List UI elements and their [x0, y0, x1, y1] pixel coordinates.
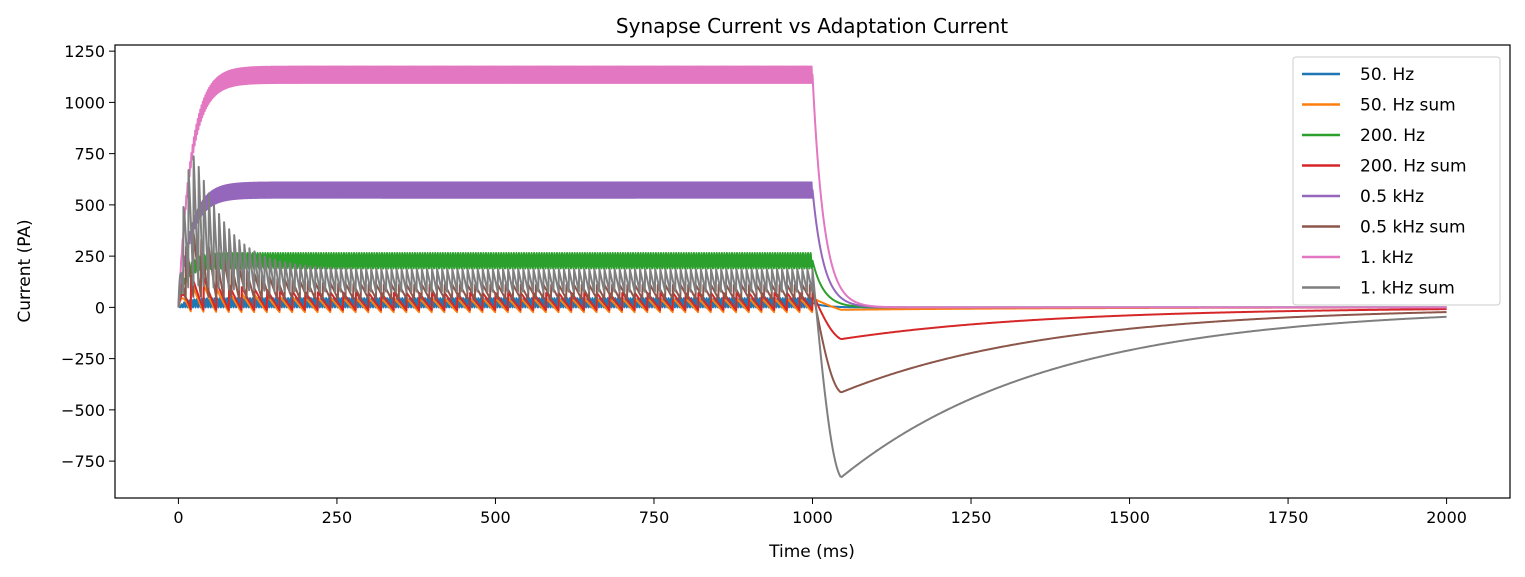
- x-tick-label: 500: [480, 508, 511, 527]
- series-line-6: [177, 65, 1447, 309]
- y-tick-label: 1250: [64, 42, 105, 61]
- x-axis-label: Time (ms): [768, 542, 855, 562]
- y-axis-label: Current (PA): [15, 219, 35, 322]
- legend-label: 200. Hz: [1360, 126, 1425, 146]
- y-tick-label: 0: [95, 298, 105, 317]
- x-tick-label: 2000: [1426, 508, 1467, 527]
- x-tick-label: 0: [173, 508, 183, 527]
- chart-title: Synapse Current vs Adaptation Current: [616, 14, 1008, 38]
- series-line-7: [177, 155, 1447, 478]
- y-tick-label: −500: [61, 401, 105, 420]
- legend-label: 1. kHz sum: [1360, 279, 1455, 299]
- legend-label: 1. kHz: [1360, 248, 1413, 268]
- y-tick-label: 1000: [64, 93, 105, 112]
- x-tick-label: 1000: [792, 508, 833, 527]
- y-tick-label: 250: [74, 247, 105, 266]
- legend: 50. Hz 50. Hz sum 200. Hz 200. Hz sum 0.5 kH…: [1292, 56, 1501, 306]
- legend-label: 50. Hz: [1360, 65, 1414, 85]
- x-axis-ticks: 0 250 500 750 1000 1250 1500 1750 2000: [173, 498, 1467, 527]
- x-tick-label: 250: [322, 508, 353, 527]
- legend-label: 0.5 kHz: [1360, 187, 1424, 207]
- y-tick-label: 500: [74, 196, 105, 215]
- y-axis-ticks: −750 −500 −250 0 250 500 750 1000 1250: [61, 42, 115, 471]
- legend-label: 200. Hz sum: [1360, 157, 1467, 177]
- x-tick-label: 750: [639, 508, 670, 527]
- y-tick-label: 750: [74, 145, 105, 164]
- legend-box: [1292, 56, 1501, 306]
- y-tick-label: −250: [61, 350, 105, 369]
- legend-label: 0.5 kHz sum: [1360, 218, 1466, 238]
- series-line-1: [177, 281, 1447, 314]
- x-tick-label: 1500: [1109, 508, 1150, 527]
- plot-lines: [177, 65, 1447, 478]
- x-tick-label: 1250: [951, 508, 992, 527]
- x-tick-label: 1750: [1268, 508, 1309, 527]
- y-tick-label: −750: [61, 452, 105, 471]
- legend-label: 50. Hz sum: [1360, 96, 1456, 116]
